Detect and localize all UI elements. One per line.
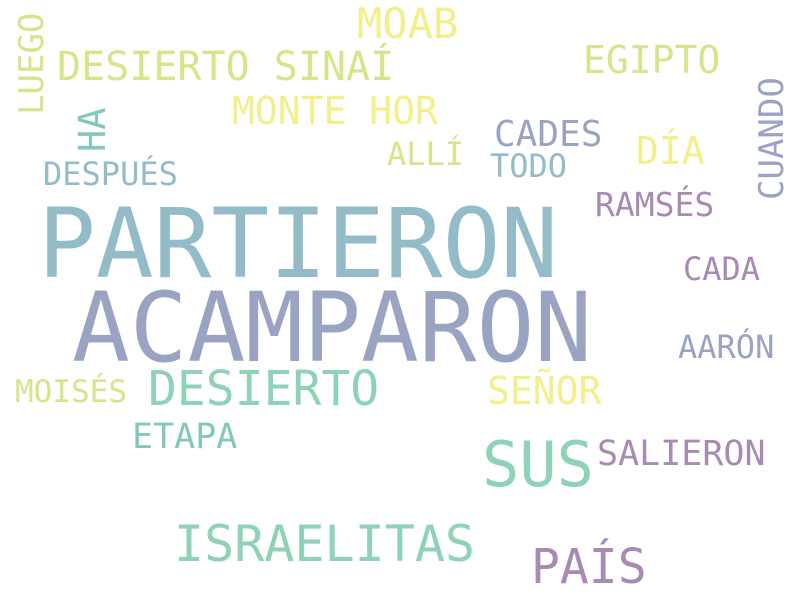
word-todo: TODO xyxy=(490,147,568,185)
word-luego: LUEGO xyxy=(12,12,52,115)
word-desierto: DESIERTO xyxy=(148,361,380,417)
word-aaron: AARÓN xyxy=(678,328,775,366)
word-egipto: EGIPTO xyxy=(583,38,721,82)
word-cuando: CUANDO xyxy=(752,77,792,200)
word-cades: CADES xyxy=(494,114,603,155)
word-despues: DESPUÉS xyxy=(43,155,178,193)
word-ha: HA xyxy=(71,107,114,152)
word-senor: SEÑOR xyxy=(487,369,602,413)
word-desierto-sinai: DESIERTO SINAÍ xyxy=(57,44,395,90)
word-moab: MOAB xyxy=(357,0,459,48)
word-pais: PAÍS xyxy=(531,539,647,595)
word-etapa: ETAPA xyxy=(132,417,238,457)
word-salieron: SALIERON xyxy=(597,434,766,474)
word-ramses: RAMSÉS xyxy=(595,185,715,224)
word-sus: SUS xyxy=(482,428,594,501)
word-cada: CADA xyxy=(683,250,761,288)
word-dia: DÍA xyxy=(636,129,705,173)
word-acamparon: ACAMPARON xyxy=(72,272,593,384)
word-monte-hor: MONTE HOR xyxy=(232,89,438,133)
word-partieron: PARTIERON xyxy=(38,188,559,300)
word-alli: ALLÍ xyxy=(387,135,465,173)
word-moises: MOISÉS xyxy=(15,374,127,410)
word-israelitas: ISRAELITAS xyxy=(174,515,476,573)
